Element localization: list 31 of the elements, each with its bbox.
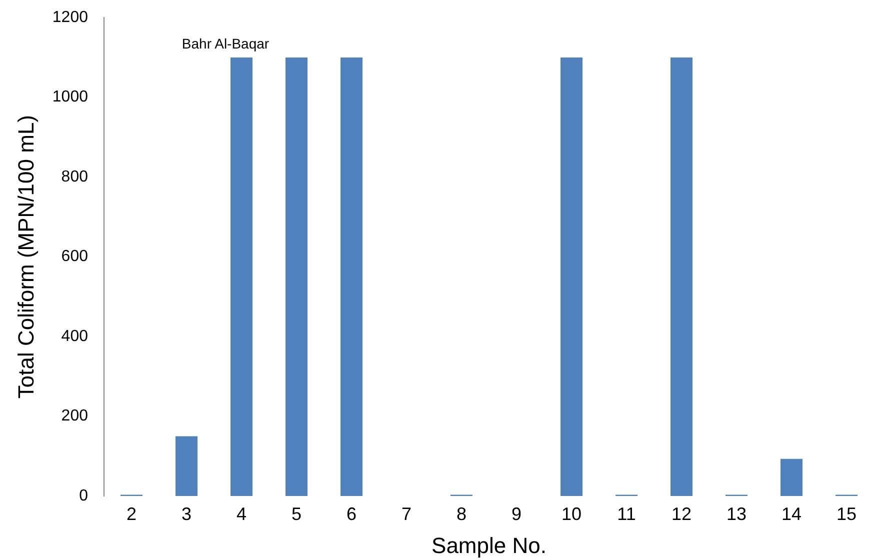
y-tick-label: 400 — [61, 328, 88, 345]
bar — [340, 57, 362, 496]
bar — [230, 57, 252, 496]
x-tick-label: 14 — [781, 504, 802, 524]
x-tick-label: 4 — [236, 504, 247, 524]
x-tick-label: 2 — [126, 504, 136, 524]
y-tick-label: 200 — [61, 408, 88, 425]
x-tick-label: 10 — [561, 504, 582, 524]
y-tick-label: 600 — [61, 248, 88, 266]
x-axis-title: Sample No. — [432, 532, 546, 558]
x-tick-label: 7 — [401, 504, 412, 524]
x-tick-label: 11 — [617, 504, 636, 524]
y-tick-label: 0 — [79, 487, 88, 504]
annotation: Bahr Al-Baqar — [182, 35, 270, 52]
bar — [175, 436, 198, 496]
x-tick-label: 3 — [181, 504, 192, 524]
x-tick-label: 12 — [671, 504, 692, 524]
x-tick-label: 13 — [726, 504, 747, 524]
bar — [560, 57, 582, 496]
y-axis-title: Total Coliform (MPN/100 mL) — [13, 114, 38, 399]
x-tick-label: 6 — [346, 504, 357, 524]
x-tick-label: 9 — [511, 504, 522, 524]
y-tick-label: 1000 — [52, 88, 88, 106]
x-tick-label: 8 — [456, 504, 467, 524]
y-tick-label: 1200 — [52, 9, 88, 26]
bar — [285, 57, 308, 496]
x-tick-label: 5 — [291, 504, 302, 524]
bar — [780, 458, 802, 496]
x-tick-label: 15 — [836, 504, 857, 524]
bar — [670, 57, 692, 496]
y-tick-label: 800 — [61, 168, 88, 186]
